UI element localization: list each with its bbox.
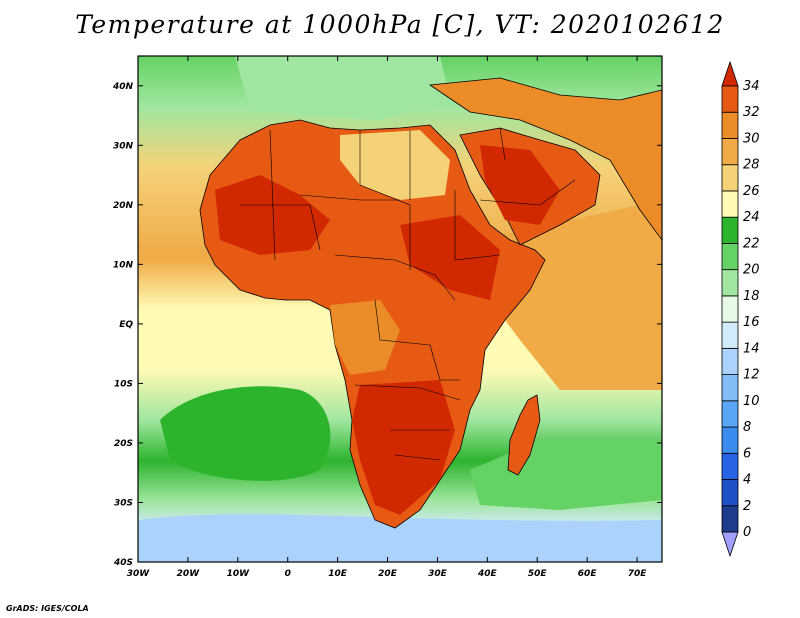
lat-tick-label: 10N	[113, 260, 134, 270]
lon-tick-label: 40E	[477, 569, 498, 579]
lon-tick-label: 20W	[177, 569, 201, 579]
colorbar-swatch	[721, 111, 739, 139]
colorbar-swatch	[721, 479, 739, 507]
field-layer	[138, 56, 662, 562]
lon-tick-label: 30W	[127, 569, 151, 579]
lon-tick-label: 50E	[528, 569, 548, 579]
lat-tick-label: 40N	[112, 82, 134, 92]
colorbar-label: 20	[743, 263, 760, 278]
colorbar-swatch	[721, 295, 739, 323]
mediterranean-cool-zone	[235, 56, 450, 120]
colorbar-label: 22	[743, 236, 760, 251]
southern-ocean-band	[138, 514, 662, 562]
southern-africa-hot-zone	[352, 380, 455, 515]
map-title: Temperature at 1000hPa [C], VT: 20201026…	[75, 10, 725, 39]
lat-tick-label: 20S	[114, 439, 133, 449]
colorbar-swatch	[721, 164, 739, 192]
colorbar-cap-bottom	[721, 531, 739, 558]
colorbar-label: 26	[743, 184, 760, 199]
colorbar-swatch	[721, 374, 739, 402]
colorbar-label: 6	[743, 446, 751, 461]
lat-tick-label: 20N	[113, 201, 134, 211]
colorbar-label: 8	[743, 420, 751, 435]
madagascar	[507, 394, 541, 476]
colorbar-swatch	[721, 85, 739, 113]
colorbar-swatch	[721, 216, 739, 244]
lat-tick-label: 30N	[113, 141, 134, 151]
colorbar-swatch	[721, 321, 739, 349]
west-sahel-hot-zone	[215, 175, 330, 255]
east-africa-hot-zone	[400, 215, 500, 300]
lat-tick-label: 40S	[113, 558, 133, 568]
lat-tick-label: 10S	[114, 379, 133, 389]
sahara-warm-zone	[340, 130, 450, 200]
lon-tick-label: 20E	[378, 569, 398, 579]
country-borders	[240, 127, 576, 461]
colorbar-swatch	[721, 452, 739, 480]
axis-labels: 30W 20W 10W 0 10E 20E 30E 40E 50E 60E 70E 40N 30N 20N…	[112, 82, 647, 579]
plot-frame	[137, 55, 663, 563]
colorbar-label: 32	[743, 105, 760, 120]
colorbar-label: 0	[743, 525, 751, 540]
lon-tick-label: 60E	[578, 569, 598, 579]
colorbar-label: 30	[743, 131, 760, 146]
colorbar-swatch	[721, 400, 739, 428]
colorbar-label: 4	[743, 473, 751, 488]
colorbar-label: 10	[743, 394, 760, 409]
congo-mild-zone	[330, 300, 400, 375]
near-east-landmass	[428, 77, 662, 241]
colorbar-label: 24	[743, 210, 760, 225]
lon-tick-label: 10E	[328, 569, 348, 579]
lon-tick-label: 70E	[628, 569, 648, 579]
lon-tick-label: 0	[285, 569, 291, 579]
colorbar-swatch	[721, 190, 739, 218]
colorbar-label: 34	[743, 79, 760, 94]
colorbar-label: 12	[743, 368, 760, 383]
lon-tick-label: 10W	[227, 569, 251, 579]
colorbar-swatch	[721, 269, 739, 297]
colorbar-label: 18	[743, 289, 760, 304]
grads-credit: GrADS: IGES/COLA	[6, 604, 89, 613]
colorbar-cap-top	[721, 60, 739, 87]
colorbar-label: 14	[743, 341, 760, 356]
colorbar-label: 28	[743, 158, 760, 173]
lon-tick-label: 30E	[428, 569, 448, 579]
colorbar-swatch	[721, 426, 739, 454]
colorbar-label: 2	[743, 499, 751, 514]
colorbar-swatch	[721, 243, 739, 271]
colorbar-label: 16	[743, 315, 760, 330]
colorbar-swatch	[721, 347, 739, 375]
colorbar-swatch	[721, 505, 739, 533]
lat-tick-label: EQ	[119, 320, 133, 330]
south-atlantic-cool-zone	[160, 386, 331, 481]
lat-tick-label: 30S	[114, 498, 133, 508]
colorbar-swatch	[721, 138, 739, 166]
axis-ticks	[137, 56, 662, 563]
